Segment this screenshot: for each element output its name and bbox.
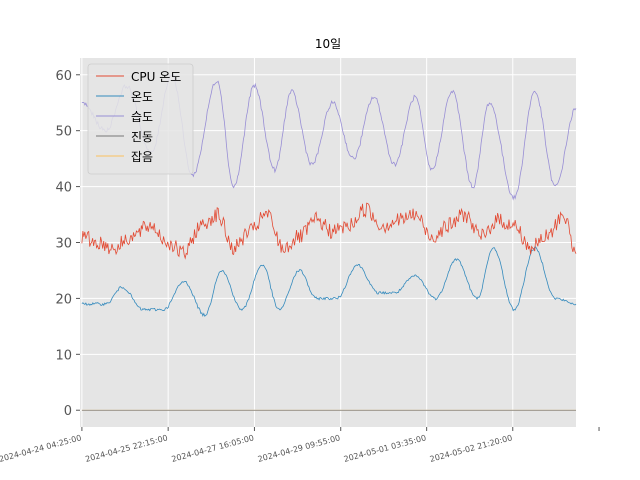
legend-entry-label: 진동: [131, 130, 153, 144]
y-axis-ticks: 0 10 20 30 40 50 60: [55, 69, 80, 419]
series-line-1: [81, 246, 577, 317]
y-tick-label: 40: [55, 181, 72, 196]
y-tick-label: 30: [55, 237, 72, 252]
chart-title: 10일: [315, 37, 341, 51]
y-tick-label: 0: [64, 404, 72, 419]
y-tick-label: 60: [55, 69, 72, 84]
series-line-0: [81, 202, 577, 260]
legend-entry-label: 습도: [131, 110, 153, 124]
y-tick-label: 20: [55, 292, 72, 307]
legend-entry-label: 온도: [131, 90, 153, 104]
y-tick-label: 10: [55, 348, 72, 363]
y-tick-label: 50: [55, 125, 72, 140]
legend-box: [87, 63, 194, 175]
legend-entry-label: 잡음: [131, 150, 153, 164]
legend-entry-label: CPU 온도: [131, 70, 181, 84]
